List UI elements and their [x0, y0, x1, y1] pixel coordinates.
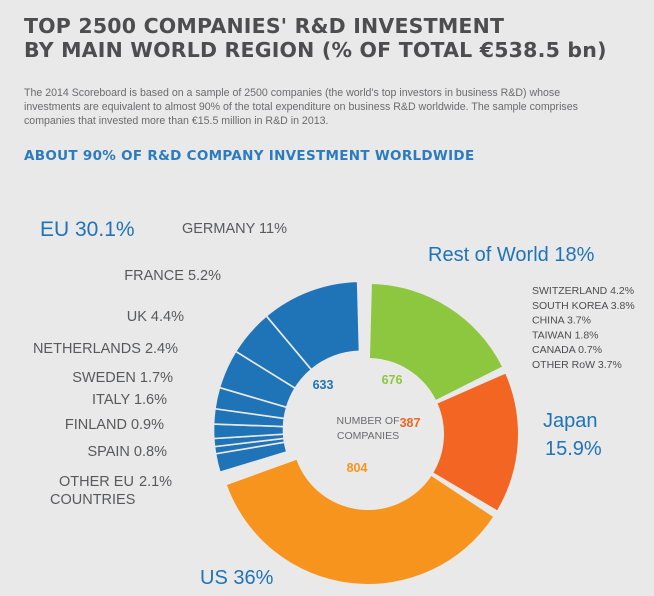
eu-country-label-other-value: 2.1%: [139, 474, 172, 490]
companies-count-us: 804: [347, 461, 368, 475]
slice-japan: [433, 373, 518, 511]
eu-country-label: ITALY 1.6%: [92, 392, 167, 408]
region-label-eu: EU 30.1%: [40, 218, 135, 241]
rest-of-world-item: TAIWAN 1.8%: [532, 329, 599, 341]
eu-country-label-other-line2: COUNTRIES: [50, 492, 135, 508]
eu-country-label: FINLAND 0.9%: [65, 417, 164, 433]
eu-country-label: FRANCE 5.2%: [124, 268, 221, 284]
companies-count-eu: 633: [313, 378, 334, 392]
eu-country-label-other: OTHER EU: [59, 474, 134, 490]
companies-count-japan: 387: [400, 416, 421, 430]
description: The 2014 Scoreboard is based on a sample…: [24, 87, 578, 127]
eu-country-label: SPAIN 0.8%: [87, 444, 167, 460]
companies-count-rest-of-world: 676: [382, 373, 403, 387]
rest-of-world-item: SWITZERLAND 4.2%: [532, 285, 634, 297]
rest-of-world-item: CHINA 3.7%: [532, 315, 591, 327]
region-label-us: US 36%: [200, 567, 274, 589]
title-line-1: TOP 2500 COMPANIES' R&D INVESTMENT: [24, 14, 505, 38]
chart-title: TOP 2500 COMPANIES' R&D INVESTMENT BY MA…: [24, 14, 607, 62]
eu-country-label: SWEDEN 1.7%: [72, 370, 173, 386]
region-label-rest-of-world: Rest of World 18%: [428, 244, 595, 266]
eu-country-label: NETHERLANDS 2.4%: [33, 341, 178, 357]
eu-subslice-9: [265, 280, 361, 371]
subtitle: ABOUT 90% OF R&D COMPANY INVESTMENT WORL…: [24, 148, 475, 164]
slice-us: [226, 459, 494, 585]
eu-country-label: GERMANY 11%: [182, 221, 287, 237]
slice-rest-of-world: [369, 284, 503, 400]
eu-country-label: UK 4.4%: [127, 309, 184, 325]
center-label-line-2: COMPANIES: [337, 430, 399, 442]
rest-of-world-item: CANADA 0.7%: [532, 344, 602, 356]
region-label-japan-value: 15.9%: [545, 438, 602, 460]
rest-of-world-item: SOUTH KOREA 3.8%: [532, 300, 635, 312]
center-label-line-1: NUMBER OF: [337, 415, 400, 427]
title-line-2: BY MAIN WORLD REGION (% OF TOTAL €538.5 …: [24, 38, 607, 62]
region-label-japan: Japan: [543, 410, 598, 432]
rest-of-world-item: OTHER RoW 3.7%: [532, 359, 622, 371]
